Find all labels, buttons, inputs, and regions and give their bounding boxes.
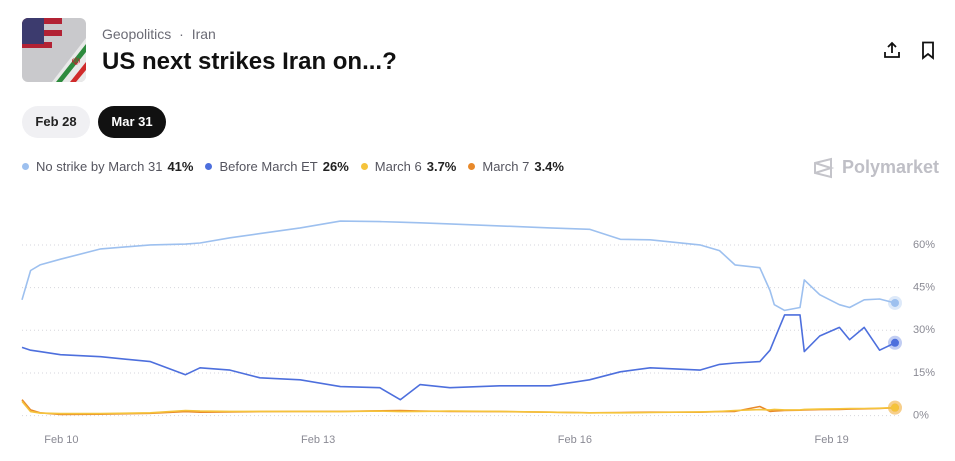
end-dot	[891, 298, 899, 307]
legend-value: 3.7%	[426, 159, 457, 174]
legend: No strike by March 31 41% Before March ET 2…	[22, 159, 564, 174]
legend-name: March 6	[374, 159, 422, 174]
tab-active[interactable]: Mar 31	[98, 106, 166, 138]
y-tick-label: 60%	[913, 239, 935, 251]
end-dot	[891, 338, 899, 347]
series-line	[21, 220, 896, 312]
y-tick-label: 30%	[913, 324, 935, 336]
svg-text:☫: ☫	[71, 56, 81, 68]
breadcrumb-item[interactable]: Geopolitics	[102, 26, 172, 42]
x-tick-label: Feb 19	[815, 434, 849, 446]
legend-dot	[205, 163, 213, 170]
x-tick-label: Feb 16	[558, 434, 592, 446]
legend-dot	[22, 163, 29, 170]
series-line	[21, 400, 896, 415]
legend-name: No strike by March 31	[36, 159, 163, 174]
breadcrumb: Geopolitics · Iran	[102, 26, 220, 42]
breadcrumb-item[interactable]: Iran	[191, 26, 216, 42]
market-image: ☫	[22, 18, 86, 82]
brand-logo	[814, 157, 835, 179]
bookmark-button[interactable]	[918, 40, 938, 60]
legend-item: Before March ET 26%	[205, 159, 349, 174]
x-tick-label: Feb 13	[301, 434, 335, 446]
share-button[interactable]	[882, 40, 902, 60]
legend-dot	[468, 163, 476, 170]
series-line	[21, 314, 896, 401]
legend-dot	[360, 163, 368, 170]
y-tick-label: 45%	[913, 282, 935, 294]
x-tick-label: Feb 10	[44, 434, 78, 446]
legend-name: Before March ET	[219, 159, 318, 174]
y-tick-label: 0%	[913, 410, 929, 422]
legend-item: March 6 3.7%	[360, 159, 457, 174]
legend-name: March 7	[482, 159, 530, 174]
legend-item: March 7 3.4%	[468, 159, 564, 174]
legend-value: 26%	[322, 159, 349, 174]
end-dot	[891, 403, 899, 412]
tab[interactable]: Feb 28	[22, 106, 90, 138]
legend-item: No strike by March 31 41%	[22, 159, 193, 174]
brand: Polymarket	[842, 157, 940, 177]
breadcrumb-separator: ·	[179, 26, 184, 42]
legend-value: 3.4%	[534, 159, 564, 174]
legend-value: 41%	[167, 159, 194, 174]
market-title: US next strikes Iran on...?	[102, 48, 397, 75]
y-tick-label: 15%	[913, 367, 935, 379]
